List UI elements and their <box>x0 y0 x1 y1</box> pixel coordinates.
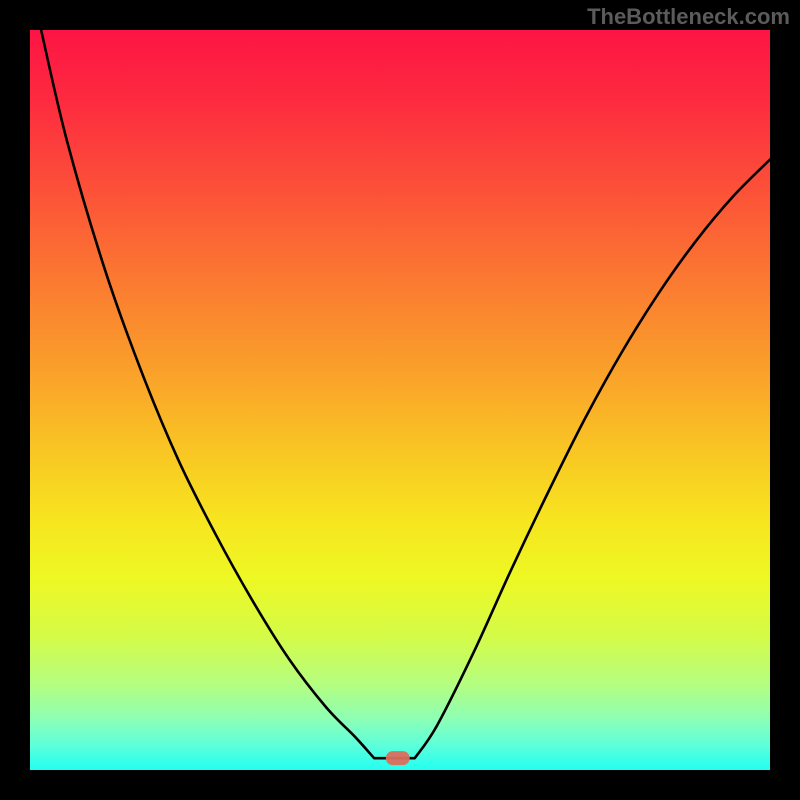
plot-gradient-background <box>30 30 770 770</box>
watermark-label: TheBottleneck.com <box>587 4 790 30</box>
chart-container: TheBottleneck.com <box>0 0 800 800</box>
optimal-point-marker <box>386 751 410 765</box>
bottleneck-chart <box>0 0 800 800</box>
